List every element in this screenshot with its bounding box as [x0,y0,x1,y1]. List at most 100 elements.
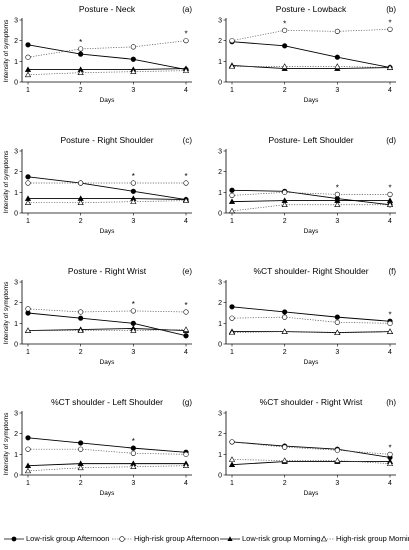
y-tick-label: 2 [14,38,18,45]
y-tick-label: 3 [218,18,222,25]
data-point [25,54,31,60]
data-point [387,26,393,32]
data-point [334,319,340,325]
y-tick-label: 2 [218,38,222,45]
x-tick-label: 1 [26,480,30,487]
data-point [334,329,341,335]
x-tick-label: 4 [388,480,392,487]
data-point [78,446,84,452]
y-tick-label: 1 [14,59,18,66]
series-line [231,441,391,455]
legend-label-high-afternoon: High-risk group Afternoon [134,534,220,543]
series-line [27,463,186,467]
data-point [229,439,235,445]
data-point [228,198,236,204]
x-axis-label: Days [100,490,116,497]
data-point [282,444,288,450]
x-tick-label: 3 [335,349,339,356]
data-point [229,315,235,321]
data-point [77,69,84,75]
y-tick-label: 0 [14,473,18,480]
data-point [78,309,84,315]
x-tick-label: 3 [335,480,339,487]
significance-marker: * [184,301,187,310]
data-point [386,64,394,70]
significance-marker: * [388,310,391,319]
chart-panel-7: %CT shoulder - Left Shoulder (g) 0 1 2 3 1 2 3 4 D… [3,397,192,497]
data-point [281,63,288,69]
series-line [232,66,391,68]
data-point [386,460,394,466]
x-tick-label: 3 [131,349,135,356]
data-point [78,51,84,57]
data-point [334,191,340,197]
series-line [27,44,187,71]
data-point [228,456,236,462]
data-point [229,304,235,310]
chart-title: Posture - Neck [79,4,136,14]
data-point [228,461,236,467]
data-point [78,440,84,446]
y-tick-label: 1 [14,190,18,197]
x-tick-label: 2 [79,218,83,225]
y-tick-label: 1 [218,59,222,66]
data-point [130,44,136,50]
x-tick-label: 2 [283,87,287,94]
series-line [231,461,390,466]
data-point [183,451,189,457]
x-tick-label: 3 [335,218,339,225]
chart-title: %CT shoulder - Left Shoulder [51,397,163,407]
x-tick-label: 1 [230,218,234,225]
x-tick-label: 1 [230,349,234,356]
data-point [182,326,190,332]
chart-title: %CT shoulder- Right Shoulder [253,266,368,276]
significance-marker: * [132,300,135,309]
data-point [78,315,84,321]
data-point [24,467,32,474]
data-point [334,447,340,453]
data-point [387,451,393,457]
series-line [231,41,391,68]
data-point [281,328,288,334]
data-point [282,27,288,33]
y-tick-label: 3 [14,149,18,156]
data-point [387,191,393,197]
chart-panel-5: Posture - Right Wrist (e) 0 1 2 3 1 2 3 4 Days Inte… [3,266,192,366]
panel-label: (a) [182,5,192,14]
data-point [183,38,189,44]
x-tick-label: 2 [283,480,287,487]
open-circle-dotted-line-icon [112,535,132,542]
data-point [228,329,236,335]
data-point [130,308,136,314]
significance-marker: * [132,437,135,446]
legend-item-high-afternoon: High-risk group Afternoon [112,534,219,543]
series-line [27,70,187,76]
data-point [229,38,235,44]
chart-title: %CT shoulder - Right Wrist [260,397,363,407]
y-tick-label: 0 [218,80,222,87]
legend-label-high-morning: High-risk group Morning [336,534,409,543]
x-tick-label: 1 [26,87,30,94]
series-line [231,28,391,42]
legend-item-high-morning: High-risk group Morning [314,534,409,543]
x-tick-label: 4 [388,349,392,356]
x-tick-label: 2 [283,218,287,225]
data-point [77,199,84,205]
y-tick-label: 3 [14,18,18,25]
series-line [231,204,390,212]
y-tick-label: 2 [14,431,18,438]
data-point [183,180,189,186]
y-tick-label: 3 [14,411,18,418]
panel-label: (d) [386,136,396,145]
x-tick-label: 4 [184,218,188,225]
y-tick-label: 1 [218,321,222,328]
data-point [130,56,136,62]
data-point [334,63,341,69]
y-tick-label: 3 [218,411,222,418]
legend-item-low-morning: Low-risk group Morning [220,534,320,543]
data-point [334,201,341,208]
data-point [229,187,235,193]
y-tick-label: 2 [14,169,18,176]
data-point [130,450,136,456]
